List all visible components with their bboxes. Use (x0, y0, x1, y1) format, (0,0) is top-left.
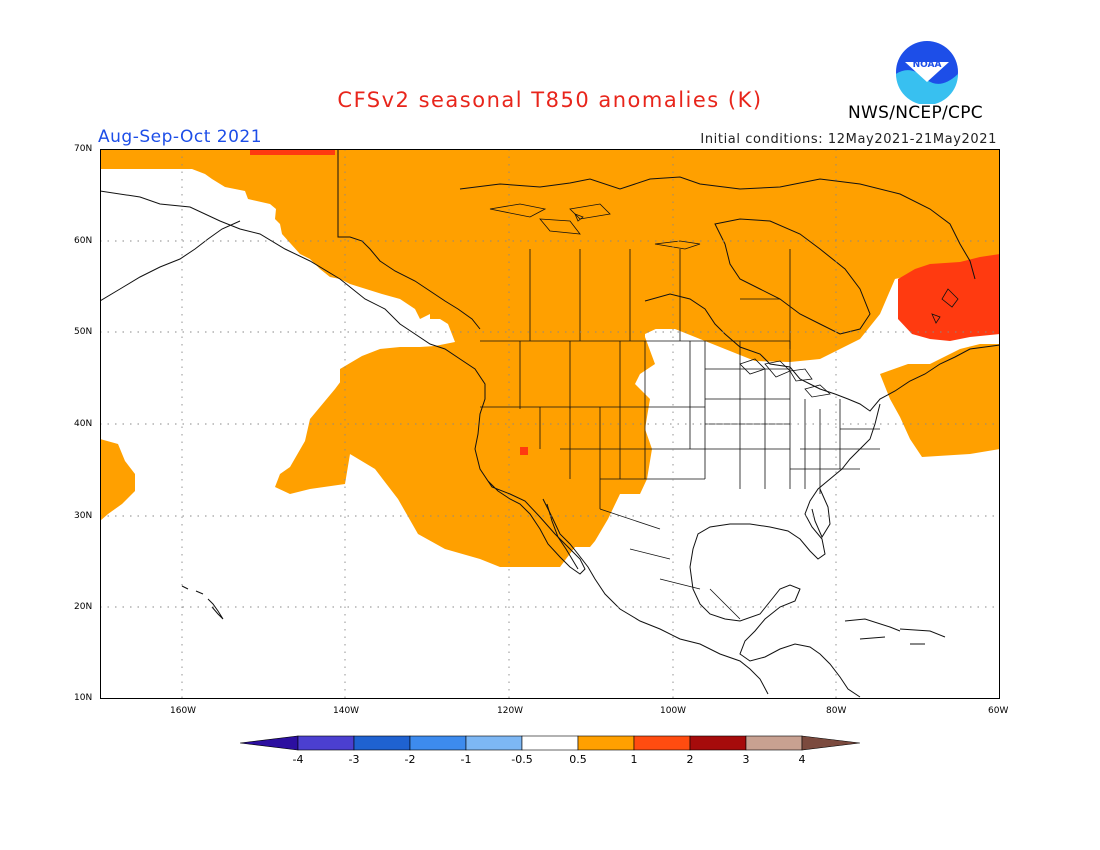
lat-label-60n: 60N (74, 236, 93, 246)
agency-label: NWS/NCEP/CPC (848, 103, 983, 123)
lat-label-20n: 20N (74, 602, 93, 612)
colorbar-swatch-8 (689, 735, 747, 751)
lon-label-80w: 80W (826, 706, 847, 716)
anomaly-map (100, 149, 1000, 699)
colorbar-label-9: 4 (799, 753, 806, 766)
colorbar-swatch-4 (465, 735, 523, 751)
colorbar-swatch-0 (240, 735, 299, 751)
colorbar-swatch-6 (577, 735, 635, 751)
colorbar-label-7: 2 (687, 753, 694, 766)
initial-conditions-label: Initial conditions: 12May2021-21May2021 (700, 132, 997, 147)
chart-title: CFSv2 seasonal T850 anomalies (K) (337, 88, 763, 112)
logo-text: NOAA (913, 60, 942, 70)
nevada-spot-warm (520, 447, 528, 455)
colorbar-label-2: -2 (405, 753, 416, 766)
colorbar: -4 -3 -2 -1 -0.5 0.5 1 2 3 4 (240, 735, 860, 766)
hawaii-region-warm (100, 439, 135, 521)
season-label: Aug-Sep-Oct 2021 (98, 127, 263, 147)
us-state-lines (480, 249, 880, 620)
colorbar-swatch-9 (745, 735, 803, 751)
colorbar-swatch-5 (521, 735, 579, 751)
colorbar-label-5: 0.5 (569, 753, 587, 766)
colorbar-label-3: -1 (461, 753, 472, 766)
colorbar-swatch-2 (353, 735, 411, 751)
colorbar-label-8: 3 (743, 753, 750, 766)
colorbar-label-0: -4 (293, 753, 304, 766)
lakes-and-islands (489, 203, 959, 398)
colorbar-swatches (240, 735, 860, 751)
colorbar-label-6: 1 (631, 753, 638, 766)
lat-label-10n: 10N (74, 693, 93, 703)
northeast-us-atlantic-warm (880, 344, 1000, 457)
colorbar-labels: -4 -3 -2 -1 -0.5 0.5 1 2 3 4 (293, 753, 806, 766)
lat-label-50n: 50N (74, 327, 93, 337)
lat-label-40n: 40N (74, 419, 93, 429)
lon-label-160w: 160W (170, 706, 197, 716)
noaa-logo-icon: NOAA (896, 41, 958, 104)
lon-label-60w: 60W (988, 706, 1009, 716)
northern-canada-and-alaska-warm (100, 149, 1000, 384)
gridlines (100, 149, 1000, 699)
lon-label-100w: 100W (660, 706, 687, 716)
lon-label-140w: 140W (333, 706, 360, 716)
colorbar-label-1: -3 (349, 753, 360, 766)
warm-anomaly-regions (100, 149, 1000, 567)
lat-label-70n: 70N (74, 144, 93, 154)
colorbar-label-4: -0.5 (511, 753, 532, 766)
colorbar-swatch-10 (801, 735, 860, 751)
lat-label-30n: 30N (74, 511, 93, 521)
colorbar-swatch-3 (409, 735, 467, 751)
coastlines (100, 149, 1000, 698)
colorbar-swatch-1 (297, 735, 355, 751)
lon-label-120w: 120W (497, 706, 524, 716)
colorbar-swatch-7 (633, 735, 691, 751)
